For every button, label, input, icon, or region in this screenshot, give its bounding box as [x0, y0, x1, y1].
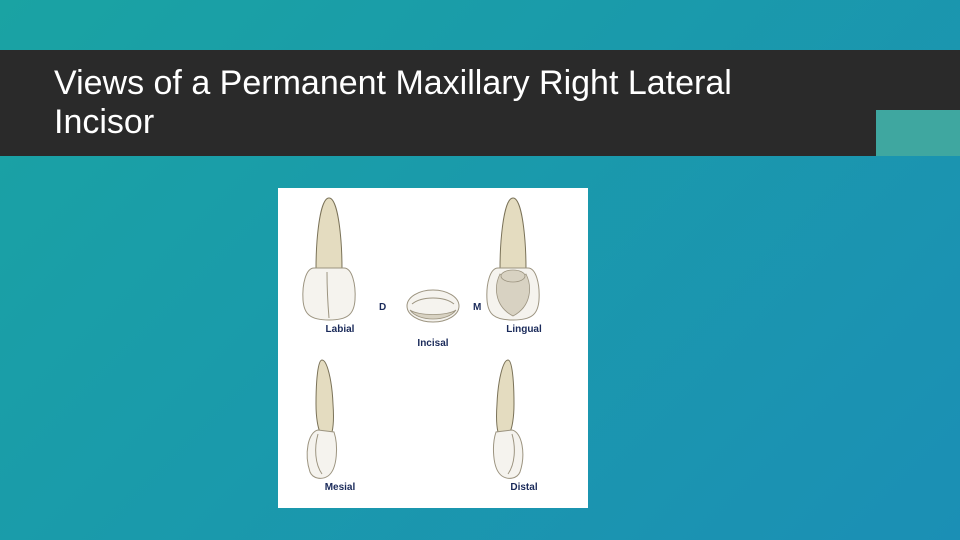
accent-block	[876, 110, 960, 156]
label-labial: Labial	[294, 324, 386, 335]
tooth-views-panel: Labial Lingual D M Incisal	[278, 188, 588, 508]
view-labial: Labial	[294, 196, 386, 335]
title-bar: Views of a Permanent Maxillary Right Lat…	[0, 50, 960, 156]
tooth-mesial-icon	[294, 358, 352, 482]
label-mesial: Mesial	[294, 482, 386, 493]
view-mesial: Mesial	[294, 358, 386, 493]
slide: Views of a Permanent Maxillary Right Lat…	[0, 0, 960, 540]
view-distal: Distal	[478, 358, 570, 493]
label-lingual: Lingual	[478, 324, 570, 335]
view-incisal: D M Incisal	[393, 286, 473, 349]
slide-title: Views of a Permanent Maxillary Right Lat…	[54, 64, 840, 142]
label-incisal: Incisal	[393, 338, 473, 349]
view-lingual: Lingual	[478, 196, 570, 335]
incisal-m-label: M	[473, 302, 481, 313]
tooth-incisal-icon	[404, 286, 462, 330]
tooth-labial-icon	[294, 196, 364, 324]
tooth-lingual-icon	[478, 196, 548, 324]
incisal-d-label: D	[379, 302, 386, 313]
tooth-distal-icon	[478, 358, 536, 482]
label-distal: Distal	[478, 482, 570, 493]
